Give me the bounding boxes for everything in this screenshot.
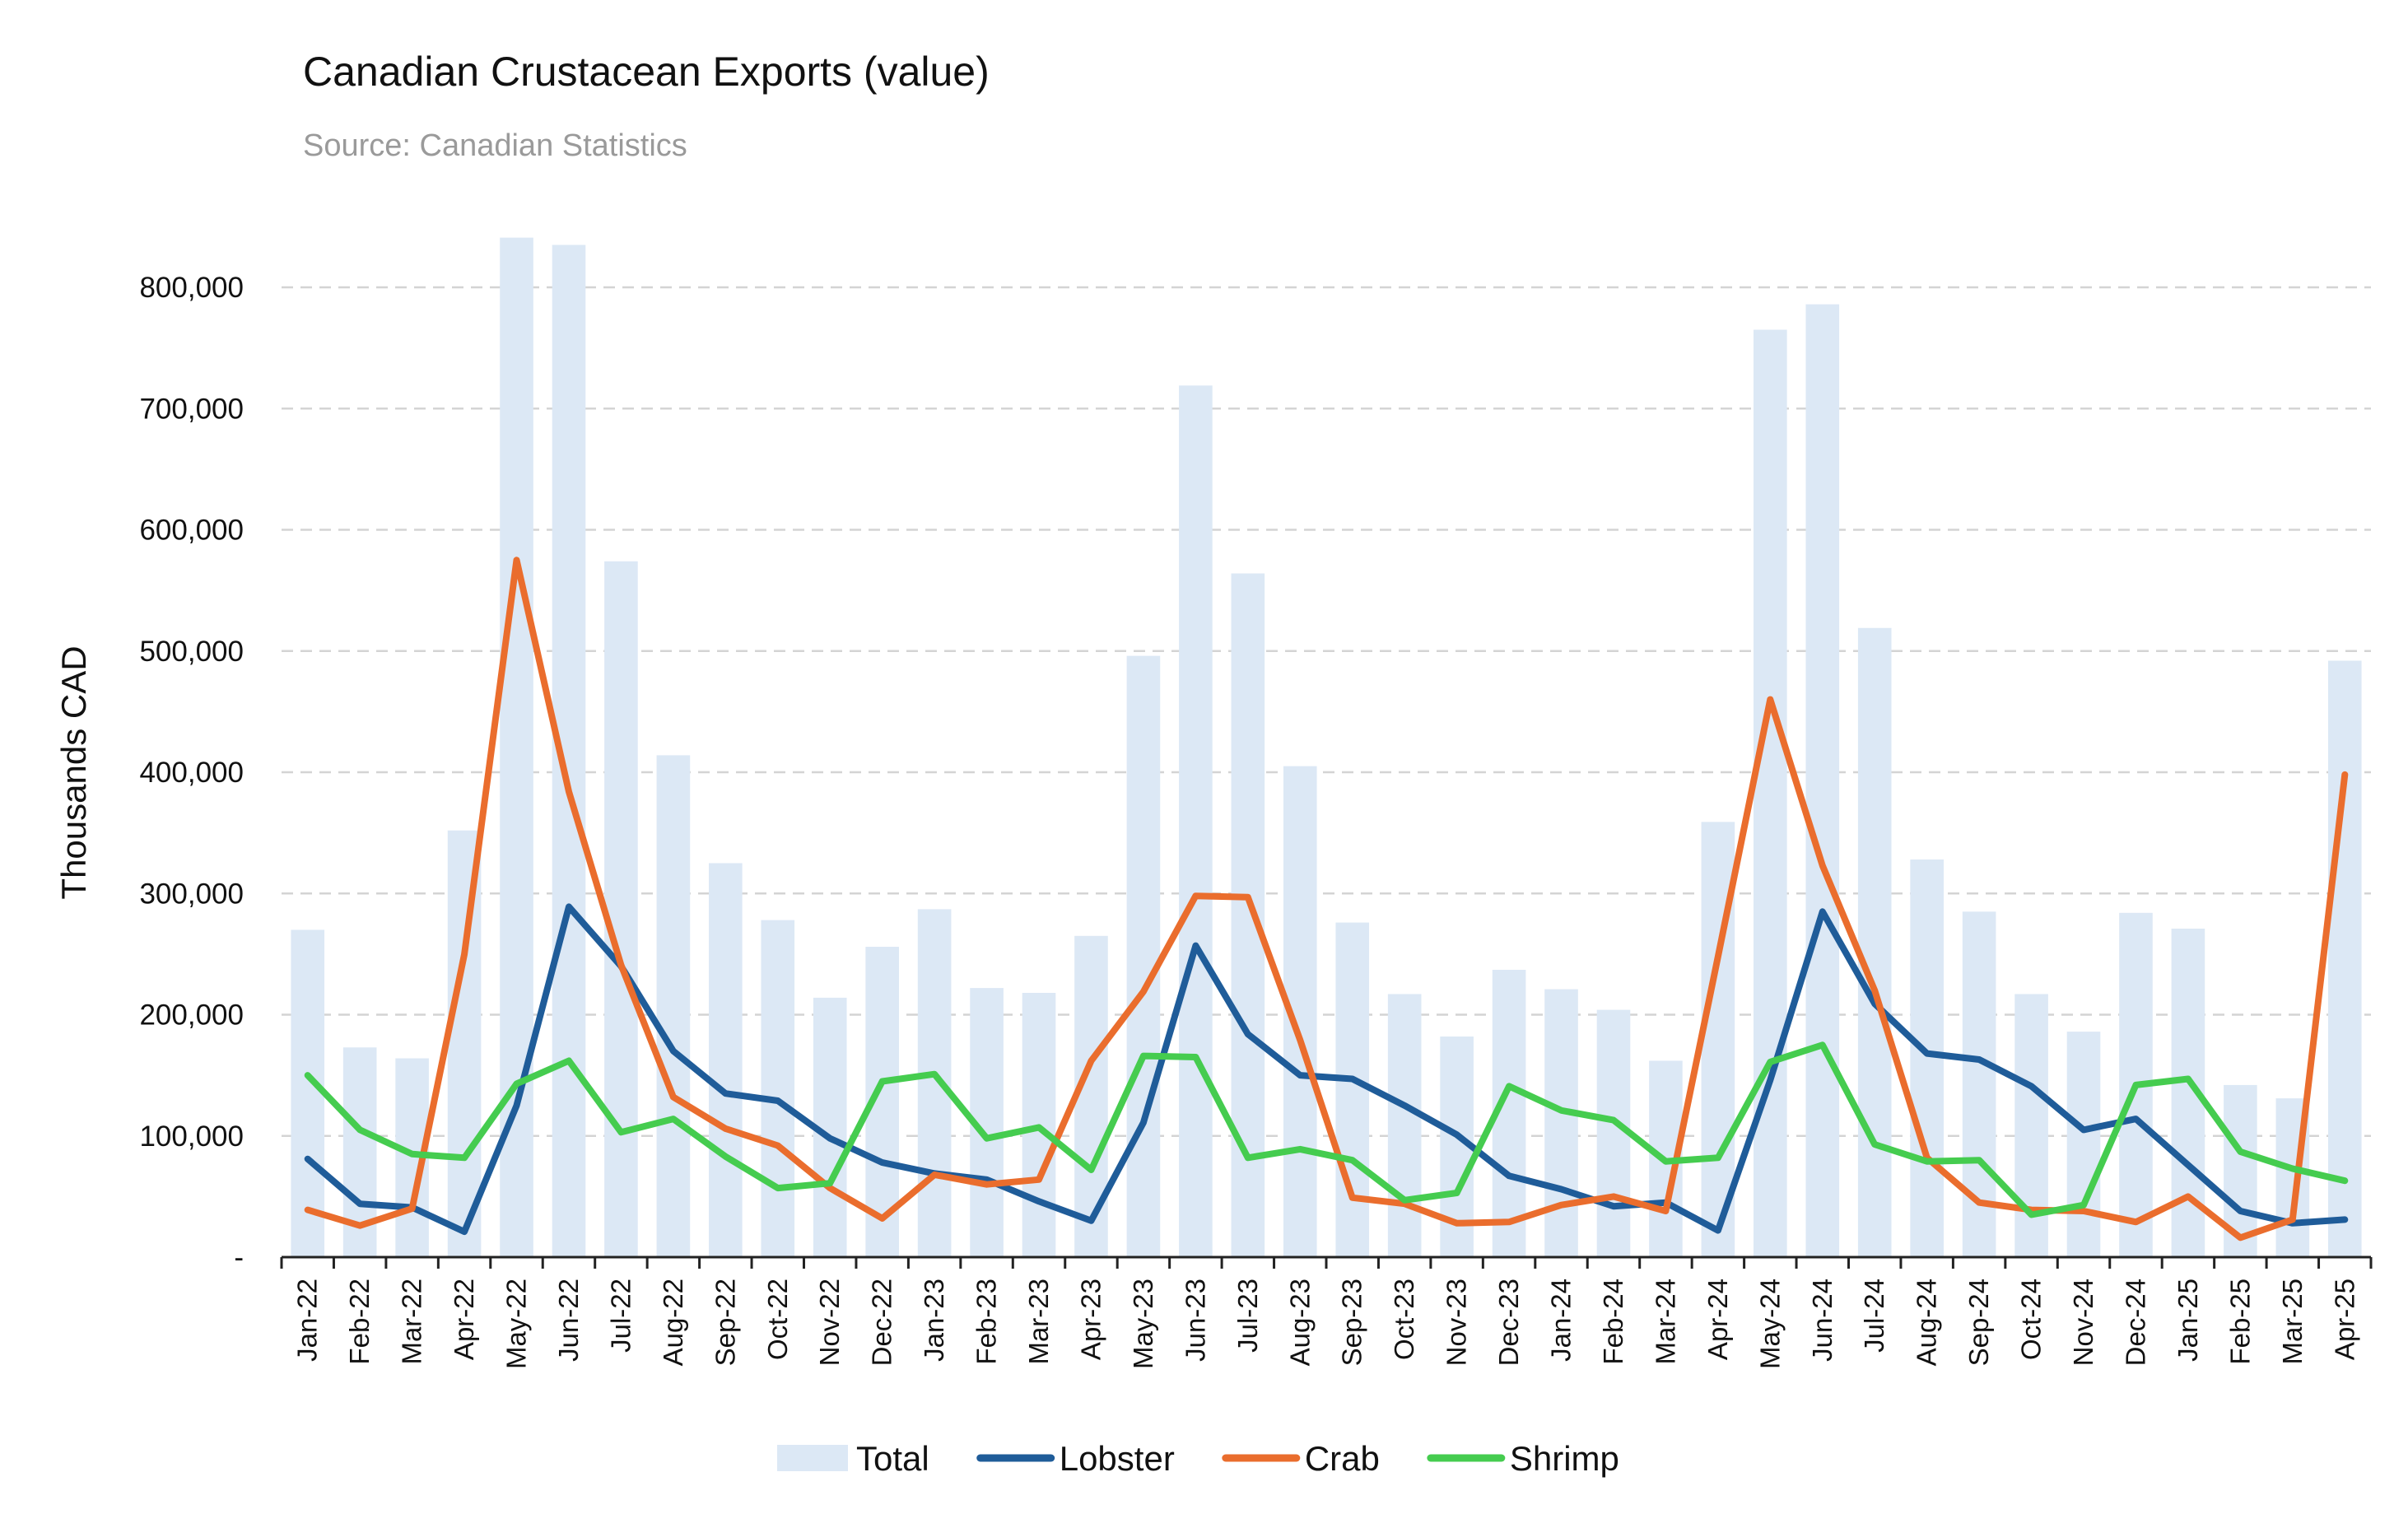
bar-total-jan-23 xyxy=(917,909,952,1257)
x-tick-label: Jun-22 xyxy=(553,1279,584,1362)
x-tick-label: May-23 xyxy=(1128,1279,1158,1369)
x-tick-label: Mar-25 xyxy=(2277,1279,2308,1365)
series-line-shrimp xyxy=(304,1041,2349,1218)
x-tick-label: Jan-23 xyxy=(919,1279,949,1362)
x-tick-label: Apr-25 xyxy=(2329,1279,2359,1360)
x-tick-label: Jun-24 xyxy=(1807,1279,1837,1362)
x-tick-label: Apr-24 xyxy=(1702,1279,1733,1360)
bar-total-jun-23 xyxy=(1179,385,1213,1258)
x-tick-label: Feb-22 xyxy=(344,1279,375,1365)
y-tick-label: 500,000 xyxy=(139,636,244,668)
series-line-lobster xyxy=(304,903,2349,1236)
bar-total-jan-24 xyxy=(1544,989,1578,1257)
series-lines xyxy=(304,557,2349,1241)
legend-item-lobster: Lobster xyxy=(976,1439,1175,1478)
y-axis-title: Thousands CAD xyxy=(54,645,93,899)
x-tick-label: Oct-22 xyxy=(762,1279,793,1360)
x-tick-label: Jan-22 xyxy=(292,1279,323,1362)
x-tick-label: Nov-23 xyxy=(1442,1279,1472,1366)
bar-total-nov-24 xyxy=(2066,1032,2101,1257)
legend-item-crab: Crab xyxy=(1222,1439,1380,1478)
x-tick-label: Mar-24 xyxy=(1650,1279,1680,1365)
x-tick-label: Nov-22 xyxy=(814,1279,845,1366)
legend-item-total: Total xyxy=(777,1439,929,1478)
y-tick-label: 300,000 xyxy=(139,878,244,910)
x-tick-label: Sep-22 xyxy=(710,1279,740,1366)
x-tick-label: Nov-24 xyxy=(2068,1279,2098,1366)
x-tick-label: Oct-23 xyxy=(1389,1279,1419,1360)
bar-total-sep-22 xyxy=(709,863,743,1257)
y-tick-label: 700,000 xyxy=(139,393,244,425)
y-tick-label: - xyxy=(234,1241,244,1274)
x-tick-label: Mar-23 xyxy=(1023,1279,1054,1365)
bar-total-apr-23 xyxy=(1074,935,1108,1257)
legend-label-lobster: Lobster xyxy=(1060,1439,1175,1478)
legend-label-shrimp: Shrimp xyxy=(1510,1439,1619,1478)
bar-total-jan-22 xyxy=(291,929,325,1257)
y-tick-label: 200,000 xyxy=(139,999,244,1032)
bar-total-aug-24 xyxy=(1910,859,1944,1257)
gridlines xyxy=(282,286,2371,1137)
x-tick-label: Jun-23 xyxy=(1180,1279,1210,1362)
x-tick-label: Jul-24 xyxy=(1859,1279,1889,1353)
axes: - 100,000 200,000 300,000 400,000 500,000 600,… xyxy=(54,272,2373,1369)
x-tick-label: Dec-24 xyxy=(2120,1279,2150,1366)
x-tick-label: Mar-22 xyxy=(397,1279,427,1365)
x-tick-label: Apr-22 xyxy=(449,1279,479,1360)
legend-label-crab: Crab xyxy=(1305,1439,1380,1478)
x-tick-label: Sep-24 xyxy=(1963,1279,1994,1366)
x-tick-label: Feb-23 xyxy=(971,1279,1002,1365)
bar-total-apr-25 xyxy=(2327,660,2362,1257)
x-tick-label: Jul-22 xyxy=(605,1279,636,1353)
x-tick-label: Sep-23 xyxy=(1337,1279,1367,1366)
bar-total-may-23 xyxy=(1126,655,1161,1257)
legend-item-shrimp: Shrimp xyxy=(1427,1439,1619,1478)
series-line-crab xyxy=(304,557,2349,1241)
bar-total-aug-22 xyxy=(656,755,691,1257)
bar-total-oct-23 xyxy=(1387,994,1422,1257)
bar-total-oct-22 xyxy=(761,920,795,1257)
bar-total-sep-23 xyxy=(1335,922,1370,1257)
x-tick-label: Jul-23 xyxy=(1232,1279,1263,1353)
x-tick-label: Oct-24 xyxy=(2016,1279,2047,1360)
chart-subtitle: Source: Canadian Statistics xyxy=(303,128,687,163)
x-tick-label: Apr-23 xyxy=(1075,1279,1106,1360)
x-tick-label: Feb-24 xyxy=(1598,1279,1628,1365)
x-tick-label: Jan-25 xyxy=(2173,1279,2203,1362)
x-tick-label: May-22 xyxy=(501,1279,532,1369)
bar-total-jul-22 xyxy=(604,561,638,1257)
bar-total-jun-24 xyxy=(1805,304,1840,1257)
legend-label-total: Total xyxy=(856,1439,929,1478)
x-tick-label: Jan-24 xyxy=(1546,1279,1577,1362)
x-tick-label: May-24 xyxy=(1754,1279,1785,1369)
x-tick-label: Aug-22 xyxy=(658,1279,688,1366)
y-tick-label: 400,000 xyxy=(139,757,244,789)
y-tick-label: 100,000 xyxy=(139,1120,244,1153)
x-tick-label: Dec-23 xyxy=(1493,1279,1524,1366)
x-tick-label: Feb-25 xyxy=(2224,1279,2255,1365)
y-tick-label: 600,000 xyxy=(139,515,244,547)
legend-swatch-total xyxy=(777,1445,848,1471)
bar-total-feb-24 xyxy=(1596,1009,1631,1257)
bar-total-jul-24 xyxy=(1857,627,1892,1257)
y-tick-label: 800,000 xyxy=(139,272,244,304)
x-tick-label: Dec-22 xyxy=(867,1279,897,1366)
chart-title: Canadian Crustacean Exports (value) xyxy=(303,49,990,95)
x-tick-label: Aug-24 xyxy=(1912,1279,1942,1366)
legend: Total Lobster Crab Shrimp xyxy=(777,1439,1619,1478)
x-tick-label: Aug-23 xyxy=(1284,1279,1315,1366)
bar-total-apr-22 xyxy=(447,830,482,1257)
